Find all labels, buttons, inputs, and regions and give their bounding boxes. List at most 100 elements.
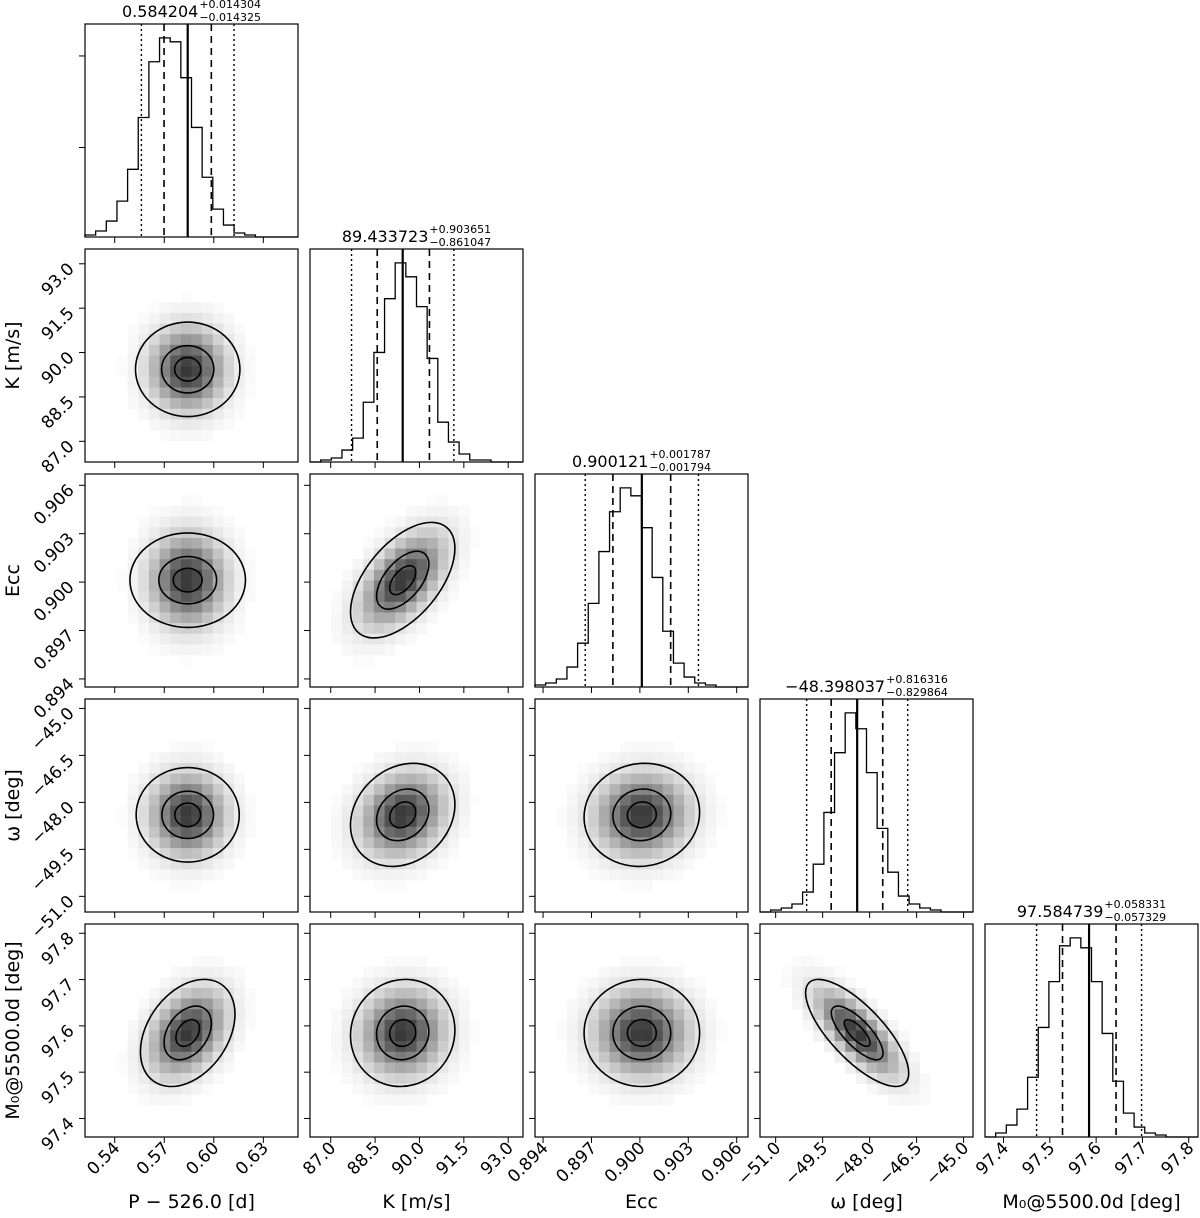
- density-cell: [128, 1041, 139, 1052]
- histogram-title-minus: −0.861047: [429, 236, 491, 249]
- density-cell: [245, 570, 256, 581]
- density-cell: [610, 1052, 621, 1063]
- density-cell: [438, 967, 449, 978]
- density-cell: [331, 816, 342, 827]
- density-cell: [374, 1052, 385, 1063]
- density-cell: [149, 763, 160, 774]
- density-cell: [170, 430, 181, 441]
- density-cell: [202, 869, 213, 880]
- density-cell: [202, 634, 213, 645]
- density-cell: [160, 591, 171, 602]
- density-cell: [385, 1094, 396, 1105]
- density-cell: [448, 1073, 459, 1084]
- ytick-label: −49.5: [28, 845, 79, 896]
- density-cell: [192, 956, 203, 967]
- density-cell: [588, 988, 599, 999]
- density-cell: [438, 1084, 449, 1095]
- density-cell: [213, 752, 224, 763]
- density-cell: [181, 377, 192, 388]
- density-cell: [684, 806, 695, 817]
- density-cell: [417, 806, 428, 817]
- density-cell: [385, 1062, 396, 1073]
- density-cell: [792, 977, 803, 988]
- density-cell: [181, 784, 192, 795]
- yaxis-label-1: K [m/s]: [2, 321, 24, 389]
- density-cell: [652, 848, 663, 859]
- density-cell: [128, 837, 139, 848]
- density-cell: [234, 334, 245, 345]
- density-cell: [395, 742, 406, 753]
- density-cell: [363, 977, 374, 988]
- scatter-panel-2-1: [304, 474, 523, 693]
- density-cell: [567, 1052, 578, 1063]
- ytick-label: 97.6: [38, 1021, 79, 1062]
- density-cell: [170, 612, 181, 623]
- density-cell: [192, 774, 203, 785]
- histogram-title-minus: −0.057329: [1104, 911, 1166, 924]
- density-cell: [427, 495, 438, 506]
- density-cell: [406, 988, 417, 999]
- density-cell: [406, 827, 417, 838]
- density-cell: [438, 795, 449, 806]
- density-cell: [138, 999, 149, 1010]
- density-cell: [417, 795, 428, 806]
- density-cell: [170, 967, 181, 978]
- density-cell: [374, 644, 385, 655]
- density-cell: [395, 634, 406, 645]
- scatter-panel-4-1: 87.0 88.5 90.0 91.5 93.0: [299, 924, 523, 1179]
- density-cell: [610, 1062, 621, 1073]
- density-cell: [599, 816, 610, 827]
- density-cell: [385, 591, 396, 602]
- density-cell: [417, 988, 428, 999]
- density-cell: [824, 1009, 835, 1020]
- density-cell: [160, 837, 171, 848]
- density-cell: [385, 827, 396, 838]
- density-cell: [620, 1073, 631, 1084]
- density-cell: [353, 977, 364, 988]
- density-cell: [652, 967, 663, 978]
- density-cell: [202, 387, 213, 398]
- density-cell: [427, 774, 438, 785]
- density-cell: [149, 356, 160, 367]
- xtick-label: 88.5: [344, 1138, 385, 1179]
- density-cell: [117, 366, 128, 377]
- density-cell: [192, 837, 203, 848]
- density-cell: [705, 1052, 716, 1063]
- density-cell: [459, 549, 470, 560]
- density-cell: [459, 988, 470, 999]
- density-cell: [395, 581, 406, 592]
- density-cell: [245, 591, 256, 602]
- density-cell: [695, 1052, 706, 1063]
- density-cell: [395, 1009, 406, 1020]
- density-cell: [406, 1009, 417, 1020]
- density-cell: [417, 527, 428, 538]
- density-cell: [813, 967, 824, 978]
- density-cell: [395, 570, 406, 581]
- density-cell: [588, 859, 599, 870]
- histogram-step: [85, 38, 298, 237]
- density-cell: [459, 527, 470, 538]
- histogram-title-value: 0.584204: [122, 2, 198, 21]
- density-cell: [684, 1020, 695, 1031]
- density-cell: [149, 602, 160, 613]
- density-cell: [427, 538, 438, 549]
- density-cell: [181, 859, 192, 870]
- density-cell: [170, 644, 181, 655]
- density-cell: [417, 742, 428, 753]
- density-cell: [149, 366, 160, 377]
- density-cell: [149, 559, 160, 570]
- density-cell: [181, 634, 192, 645]
- density-cell: [353, 869, 364, 880]
- density-cell: [245, 387, 256, 398]
- density-cell: [128, 1020, 139, 1031]
- density-cell: [223, 848, 234, 859]
- density-cell: [353, 1073, 364, 1084]
- density-cell: [128, 827, 139, 838]
- density-cell: [813, 956, 824, 967]
- density-cell: [610, 1031, 621, 1042]
- density-cell: [234, 324, 245, 335]
- density-cell: [599, 1084, 610, 1095]
- xtick-label: 0.894: [504, 1138, 553, 1187]
- density-cell: [202, 517, 213, 528]
- histogram-title-plus: +0.058331: [1104, 898, 1166, 911]
